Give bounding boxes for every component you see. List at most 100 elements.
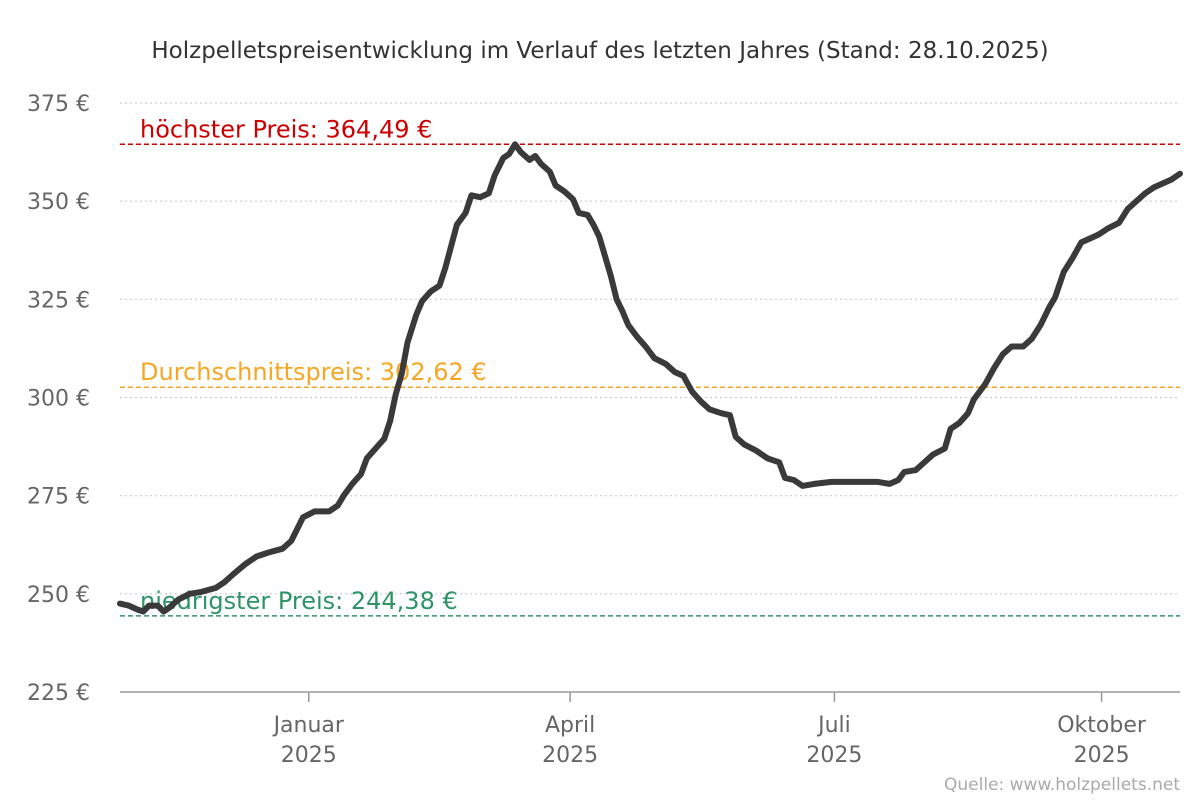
data-point xyxy=(383,438,385,440)
data-point xyxy=(232,573,234,575)
data-point xyxy=(944,448,946,449)
data-point xyxy=(709,408,710,410)
data-point xyxy=(163,611,165,612)
data-point xyxy=(610,275,612,277)
source-credit: Quelle: www.holzpellets.net xyxy=(944,775,1180,795)
data-point xyxy=(200,591,202,593)
data-point xyxy=(1011,346,1013,347)
data-point xyxy=(592,224,594,226)
data-point xyxy=(549,171,551,173)
data-point xyxy=(755,450,757,451)
data-point xyxy=(598,236,600,237)
data-point xyxy=(950,428,952,430)
data-point xyxy=(328,510,330,512)
data-point xyxy=(587,214,589,216)
data-point xyxy=(479,196,481,198)
data-point xyxy=(1054,296,1056,298)
data-point xyxy=(848,481,850,483)
data-point xyxy=(897,479,899,481)
data-point xyxy=(813,483,815,485)
data-point xyxy=(488,192,490,194)
reference-label-min: niedrigster Preis: 244,38 € xyxy=(140,587,458,615)
data-point xyxy=(645,346,647,347)
data-point xyxy=(290,540,292,542)
data-point xyxy=(534,155,536,157)
data-point xyxy=(470,194,472,196)
data-point xyxy=(1170,179,1172,181)
data-point xyxy=(932,453,934,455)
data-point xyxy=(691,391,693,393)
data-point xyxy=(1118,222,1120,224)
y-axis-ticks: 225 € 250 € 275 € 300 € 325 € 350 € 375 € xyxy=(27,92,90,706)
chart-title: Holzpelletspreisentwicklung im Verlauf d… xyxy=(151,38,1048,64)
data-point xyxy=(1063,271,1065,273)
data-point xyxy=(1106,228,1108,230)
data-point xyxy=(720,412,722,414)
data-point xyxy=(802,485,803,487)
data-point xyxy=(621,310,623,312)
data-point xyxy=(767,457,769,459)
data-point xyxy=(375,448,377,449)
data-point xyxy=(407,342,408,343)
data-point xyxy=(189,593,191,595)
y-tick-label: 300 € xyxy=(27,387,90,412)
data-point xyxy=(1098,234,1100,235)
data-point xyxy=(903,471,905,473)
data-point xyxy=(993,367,995,369)
data-point xyxy=(627,324,629,326)
data-point xyxy=(1072,257,1073,259)
data-point xyxy=(555,185,557,186)
data-point xyxy=(784,477,786,479)
data-point xyxy=(1162,183,1164,184)
data-point xyxy=(1002,353,1004,355)
data-point xyxy=(923,461,925,463)
y-tick-label: 275 € xyxy=(27,485,90,510)
data-point xyxy=(401,373,403,375)
data-point xyxy=(215,587,217,589)
y-tick-label: 225 € xyxy=(27,681,90,706)
y-tick-label: 325 € xyxy=(27,288,90,313)
data-point xyxy=(529,159,530,161)
data-point xyxy=(224,581,225,583)
data-point xyxy=(735,436,737,438)
data-point xyxy=(778,461,780,463)
data-point xyxy=(337,505,339,506)
reference-label-avg: Durchschnittspreis: 302,62 € xyxy=(140,358,487,386)
data-point xyxy=(296,528,298,530)
data-point xyxy=(967,412,969,414)
data-point xyxy=(444,267,446,269)
x-tick-label-month: April xyxy=(545,713,595,738)
data-point xyxy=(1179,173,1181,175)
data-point xyxy=(636,336,638,338)
data-point xyxy=(508,153,510,155)
data-point xyxy=(430,291,432,292)
data-point xyxy=(700,400,702,402)
data-point xyxy=(439,285,440,287)
data-point xyxy=(831,481,832,483)
data-point xyxy=(973,399,975,400)
data-point xyxy=(1080,241,1082,243)
x-tick-label-year: 2025 xyxy=(1074,743,1130,768)
data-point xyxy=(572,198,574,200)
x-tick-label-year: 2025 xyxy=(281,743,337,768)
reference-lines: höchster Preis: 364,49 € Durchschnittspre… xyxy=(120,115,1180,617)
y-tick-label: 375 € xyxy=(27,92,90,117)
data-point xyxy=(563,190,565,192)
data-point xyxy=(1048,306,1050,308)
data-point xyxy=(244,563,246,565)
y-tick-label: 250 € xyxy=(27,583,90,608)
data-point xyxy=(177,599,179,601)
data-point xyxy=(395,393,397,395)
data-point xyxy=(148,605,150,607)
grid-lines xyxy=(120,102,1180,595)
data-point xyxy=(136,609,138,610)
x-axis: Januar 2025 April 2025 Juli 2025 Oktober 2025 xyxy=(120,691,1180,768)
data-point xyxy=(157,605,159,607)
data-point xyxy=(389,420,391,422)
data-point xyxy=(128,605,130,607)
data-point xyxy=(1135,200,1137,202)
data-point xyxy=(877,481,879,483)
data-point xyxy=(674,371,676,373)
